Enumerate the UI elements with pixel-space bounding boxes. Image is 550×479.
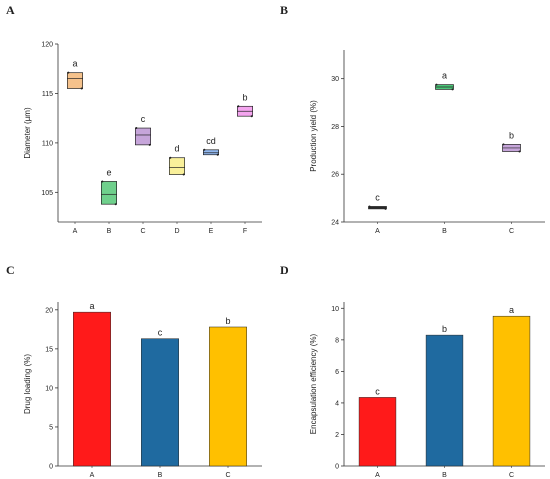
y-tick-label: 8 — [335, 337, 339, 344]
box-point — [368, 205, 371, 208]
y-tick-label: 26 — [331, 172, 339, 179]
x-tick-label: C — [140, 228, 145, 235]
significance-letter: b — [225, 316, 230, 326]
bar — [425, 334, 464, 467]
bar — [141, 338, 179, 467]
significance-letter: a — [89, 301, 94, 311]
significance-letter: e — [106, 167, 111, 177]
box-point — [384, 207, 387, 210]
x-tick-label: F — [243, 228, 247, 235]
box-point — [135, 127, 138, 130]
box-point — [518, 150, 521, 153]
significance-letter: c — [375, 192, 380, 202]
y-tick-label: 15 — [45, 346, 53, 353]
y-axis-label: Drug loading (%) — [23, 354, 32, 414]
panel-label-c: C — [6, 263, 15, 277]
y-tick-label: 5 — [49, 424, 53, 431]
y-tick-label: 0 — [335, 464, 339, 471]
encapsulation-efficiency-bar-chart: 0 2 4 6 8 10 Encapsulation efficiency (%) A B Cc b… — [309, 302, 545, 479]
box-point — [502, 143, 505, 146]
significance-letter: cd — [206, 136, 216, 146]
box-point — [114, 203, 117, 206]
bar — [492, 315, 531, 467]
box-point — [435, 83, 438, 86]
significance-letter: a — [72, 59, 77, 69]
y-tick-label: 10 — [331, 306, 339, 313]
x-tick-label: D — [174, 228, 179, 235]
panel-label-b: B — [280, 3, 288, 17]
y-axis-label: Production yield (%) — [309, 100, 318, 172]
y-tick-label: 110 — [42, 140, 53, 147]
bar — [358, 397, 397, 467]
y-tick-label: 24 — [331, 220, 339, 227]
box — [66, 72, 83, 89]
box-point — [148, 143, 151, 146]
significance-letter: d — [174, 144, 179, 154]
y-tick-label: 115 — [42, 91, 53, 98]
y-tick-label: 0 — [49, 464, 53, 471]
panel-label-a: A — [6, 3, 15, 17]
y-tick-label: 30 — [331, 76, 339, 83]
y-tick-label: 20 — [45, 307, 53, 314]
y-tick-label: 28 — [331, 124, 339, 131]
x-tick-label: B — [442, 228, 447, 235]
box — [135, 127, 152, 146]
box-point — [250, 115, 253, 118]
x-tick-label: A — [375, 228, 380, 235]
y-tick-label: 10 — [45, 385, 53, 392]
x-tick-label: C — [509, 228, 514, 235]
significance-letter: c — [141, 114, 146, 124]
box-point — [67, 71, 70, 74]
y-tick-label: 6 — [335, 369, 339, 376]
box-point — [80, 87, 83, 90]
y-tick-label: 120 — [41, 42, 53, 49]
significance-letter: c — [158, 328, 163, 338]
box-point — [203, 148, 206, 151]
bar — [209, 326, 247, 467]
y-tick-label: 105 — [41, 190, 53, 197]
box-point — [237, 105, 240, 108]
x-tick-label: E — [209, 228, 214, 235]
box-point — [216, 153, 219, 156]
box — [169, 157, 186, 175]
bar — [73, 311, 111, 467]
x-tick-label: C — [509, 472, 514, 479]
box-point — [451, 88, 454, 91]
significance-letter: a — [442, 71, 447, 81]
box-point — [182, 173, 185, 176]
x-tick-label: A — [375, 472, 380, 479]
x-tick-label: B — [107, 228, 112, 235]
significance-letter: c — [375, 386, 380, 396]
x-tick-label: B — [158, 472, 163, 479]
production-yield-box-plot: 24 26 28 30 Production yield (%) A B Cc a b — [309, 50, 545, 235]
box — [203, 149, 220, 156]
significance-letter: a — [509, 305, 514, 315]
y-axis-label: Diameter (µm) — [23, 107, 32, 159]
box-point — [101, 180, 104, 183]
y-tick-label: 4 — [335, 400, 339, 407]
significance-letter: b — [442, 324, 447, 334]
drug-loading-bar-chart: 0 5 10 15 20 Drug loading (%) A B Ca c b — [23, 301, 262, 479]
box-point — [169, 156, 172, 159]
significance-letter: b — [509, 130, 514, 140]
x-tick-label: B — [442, 472, 447, 479]
y-tick-label: 2 — [335, 432, 339, 439]
y-axis-label: Encapsulation efficiency (%) — [309, 333, 318, 434]
significance-letter: b — [242, 92, 247, 102]
x-tick-label: A — [90, 472, 95, 479]
x-tick-label: A — [73, 228, 78, 235]
x-tick-label: C — [225, 472, 230, 479]
box — [100, 181, 117, 205]
panel-label-d: D — [280, 263, 289, 277]
